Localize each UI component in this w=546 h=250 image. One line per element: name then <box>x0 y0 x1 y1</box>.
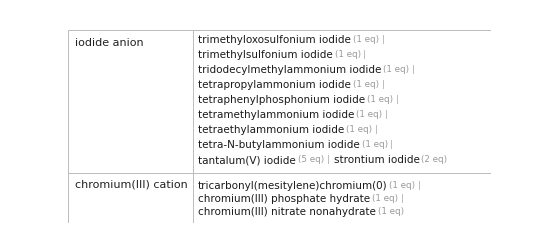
Text: (1 eq): (1 eq) <box>389 181 416 190</box>
Text: |: | <box>418 181 421 190</box>
Text: (2 eq): (2 eq) <box>421 156 447 164</box>
Text: tetraphenylphosphonium iodide: tetraphenylphosphonium iodide <box>198 95 365 105</box>
Text: iodide anion: iodide anion <box>75 38 143 48</box>
Text: |: | <box>396 95 399 104</box>
Text: (1 eq): (1 eq) <box>367 95 393 104</box>
Text: |: | <box>363 50 366 59</box>
Text: chromium(III) nitrate nonahydrate: chromium(III) nitrate nonahydrate <box>198 207 376 217</box>
Text: tetramethylammonium iodide: tetramethylammonium iodide <box>198 110 354 120</box>
Text: |: | <box>382 35 384 44</box>
Text: (1 eq): (1 eq) <box>372 194 398 203</box>
Text: strontium iodide: strontium iodide <box>334 156 419 166</box>
Text: (1 eq): (1 eq) <box>361 140 388 149</box>
Text: tridodecylmethylammonium iodide: tridodecylmethylammonium iodide <box>198 65 382 75</box>
Text: |: | <box>382 80 384 89</box>
Text: (1 eq): (1 eq) <box>346 125 372 134</box>
Text: |: | <box>375 125 378 134</box>
Text: (1 eq): (1 eq) <box>356 110 382 119</box>
Text: (1 eq): (1 eq) <box>378 207 404 216</box>
Text: trimethylsulfonium iodide: trimethylsulfonium iodide <box>198 50 333 60</box>
Text: (1 eq): (1 eq) <box>335 50 361 59</box>
Text: tetraethylammonium iodide: tetraethylammonium iodide <box>198 125 345 135</box>
Text: tetra-N-butylammonium iodide: tetra-N-butylammonium iodide <box>198 140 360 150</box>
Text: (1 eq): (1 eq) <box>383 65 410 74</box>
Text: |: | <box>390 140 393 149</box>
Text: (1 eq): (1 eq) <box>353 35 379 44</box>
Text: |: | <box>401 194 403 203</box>
Text: tetrapropylammonium iodide: tetrapropylammonium iodide <box>198 80 351 90</box>
Text: trimethyloxosulfonium iodide: trimethyloxosulfonium iodide <box>198 35 351 45</box>
Text: tricarbonyl(mesitylene)chromium(0): tricarbonyl(mesitylene)chromium(0) <box>198 181 388 191</box>
Text: |: | <box>385 110 388 119</box>
Text: tantalum(V) iodide: tantalum(V) iodide <box>198 156 296 166</box>
Text: chromium(III) phosphate hydrate: chromium(III) phosphate hydrate <box>198 194 370 204</box>
Text: (5 eq): (5 eq) <box>298 156 324 164</box>
Text: chromium(III) cation: chromium(III) cation <box>75 179 187 189</box>
Text: |: | <box>412 65 415 74</box>
Text: |: | <box>327 156 329 164</box>
Text: (1 eq): (1 eq) <box>353 80 379 89</box>
